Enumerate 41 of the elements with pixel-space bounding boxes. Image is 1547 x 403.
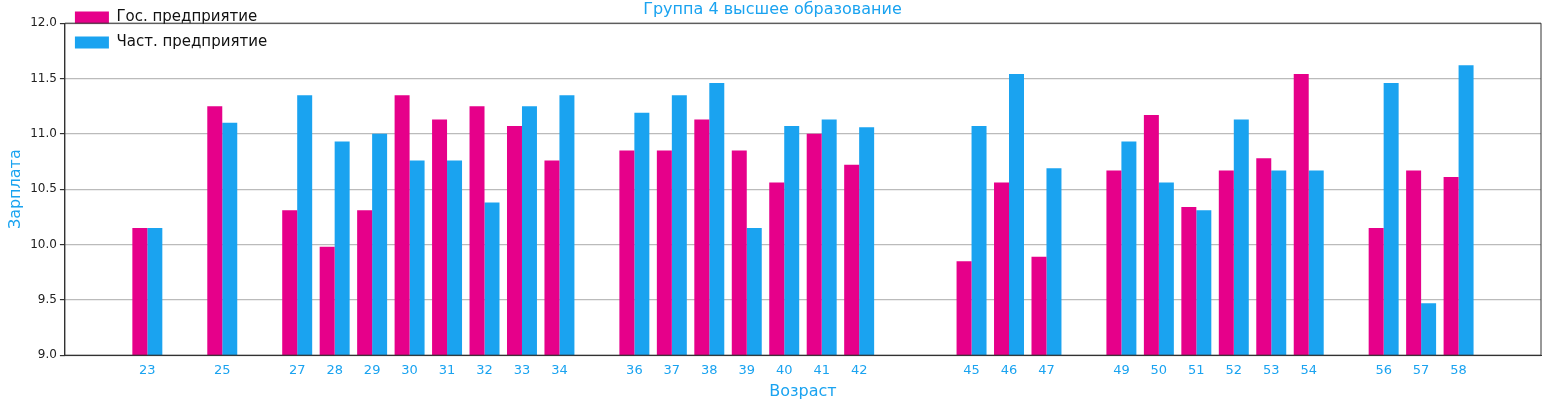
- x-tick-label: 47: [1038, 362, 1055, 378]
- x-tick-label: 36: [626, 362, 643, 378]
- x-tick-label: 30: [401, 362, 418, 378]
- x-tick-label: 57: [1412, 362, 1430, 378]
- y-tick-label: 9.5: [37, 291, 57, 306]
- x-tick-label: 39: [738, 362, 756, 378]
- y-tick-label: 12.0: [30, 15, 57, 30]
- y-tick-label: 10.0: [30, 236, 57, 251]
- x-tick-label: 31: [438, 362, 456, 378]
- x-tick-label: 33: [513, 362, 531, 378]
- x-tick-label: 25: [213, 362, 231, 378]
- x-tick-label: 50: [1150, 362, 1168, 378]
- x-tick-label: 52: [1225, 362, 1243, 378]
- x-tick-label: 53: [1262, 362, 1280, 378]
- x-tick-label: 51: [1188, 362, 1205, 378]
- x-tick-label: 29: [363, 362, 381, 378]
- x-tick-label: 49: [1113, 362, 1130, 378]
- y-tick-label: 11.0: [30, 125, 57, 140]
- x-tick-label: 32: [476, 362, 493, 378]
- y-tick-label: 11.5: [30, 70, 57, 85]
- y-tick-label: 10.5: [30, 181, 57, 196]
- x-tick-label: 46: [1000, 362, 1018, 378]
- x-tick-label: 34: [551, 362, 568, 378]
- x-tick-label: 45: [963, 362, 980, 378]
- x-tick-label: 38: [701, 362, 718, 378]
- x-tick-label: 41: [813, 362, 830, 378]
- x-tick-label: 23: [139, 362, 156, 378]
- legend-label: Гос. предприятие: [116, 7, 258, 26]
- x-tick-label: 56: [1375, 362, 1392, 378]
- x-tick-label: 27: [288, 362, 306, 378]
- legend-label: Част. предприятие: [116, 32, 268, 51]
- x-tick-label: 58: [1450, 362, 1467, 378]
- y-axis-title: Зарплата: [4, 149, 24, 230]
- chart-title: Группа 4 высшее образование: [643, 0, 902, 18]
- x-tick-label: 42: [850, 362, 868, 378]
- x-tick-label: 37: [663, 362, 681, 378]
- y-tick-label: 9.0: [37, 347, 57, 362]
- x-tick-label: 28: [326, 362, 343, 378]
- x-tick-label: 54: [1300, 362, 1317, 378]
- x-axis-title: Возраст: [769, 380, 837, 400]
- x-tick-label: 40: [775, 362, 793, 378]
